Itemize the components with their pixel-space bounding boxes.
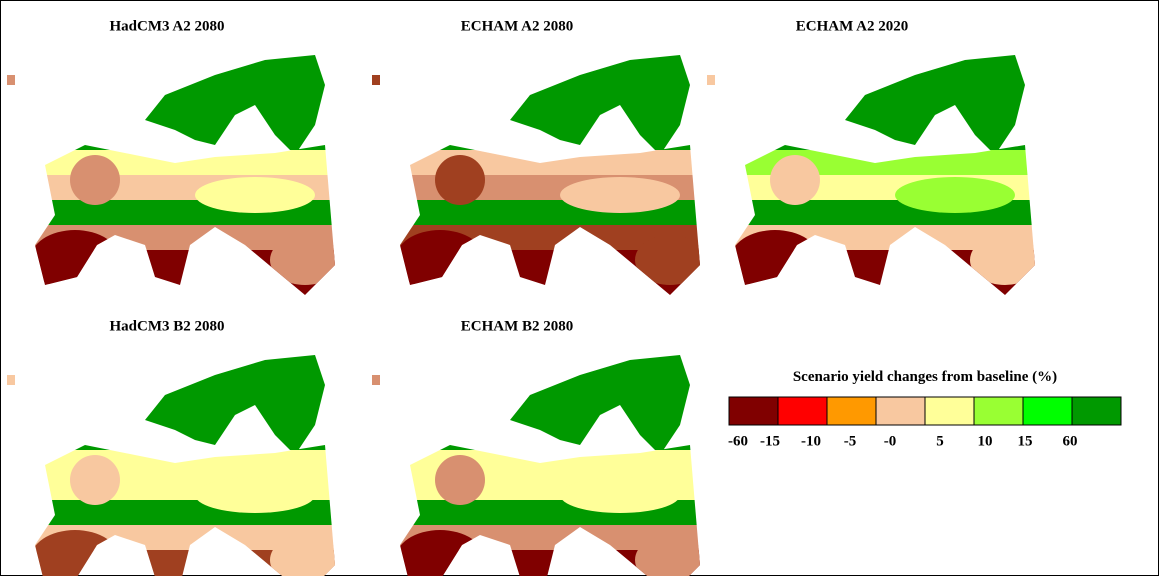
legend-label: -5 [844, 433, 857, 449]
map-island [372, 75, 380, 85]
map-island [707, 75, 715, 85]
map-island [372, 375, 380, 385]
map-region [195, 477, 315, 513]
legend-title: Scenario yield changes from baseline (%) [793, 369, 1057, 385]
map-region [895, 177, 1015, 213]
map-title: ECHAM B2 2080 [461, 318, 574, 334]
map-region [195, 177, 315, 213]
map-title: HadCM3 A2 2080 [109, 18, 224, 34]
map-region [270, 235, 335, 285]
legend-swatch [875, 396, 926, 426]
map-region [560, 177, 680, 213]
legend-swatch [973, 396, 1024, 426]
map-title: HadCM3 B2 2080 [109, 318, 224, 334]
legend-label: -0 [884, 433, 897, 449]
map-title: ECHAM A2 2020 [796, 18, 909, 34]
legend: Scenario yield changes from baseline (%)… [728, 369, 1122, 449]
map-island [7, 375, 15, 385]
legend-swatch [826, 396, 877, 426]
legend-label: 15 [1018, 433, 1033, 449]
map-region [70, 455, 120, 505]
legend-label: 5 [936, 433, 944, 449]
map-region [770, 155, 820, 205]
legend-swatch [924, 396, 975, 426]
legend-label: 10 [978, 433, 993, 449]
legend-swatch [1022, 396, 1073, 426]
legend-label: -60 [728, 433, 748, 449]
legend-label: 60 [1063, 433, 1078, 449]
map-region [435, 155, 485, 205]
map-region [70, 155, 120, 205]
legend-swatch [777, 396, 828, 426]
map-title: ECHAM A2 2080 [461, 18, 574, 34]
map-region [635, 235, 700, 285]
map-region [970, 235, 1035, 285]
legend-label: -15 [760, 433, 780, 449]
legend-swatch [1071, 396, 1122, 426]
map-region [270, 535, 335, 581]
legend-swatch [728, 396, 779, 426]
map-region [560, 477, 680, 513]
legend-label: -10 [801, 433, 821, 449]
map-island [7, 75, 15, 85]
map-region [635, 535, 700, 581]
map-region [435, 455, 485, 505]
